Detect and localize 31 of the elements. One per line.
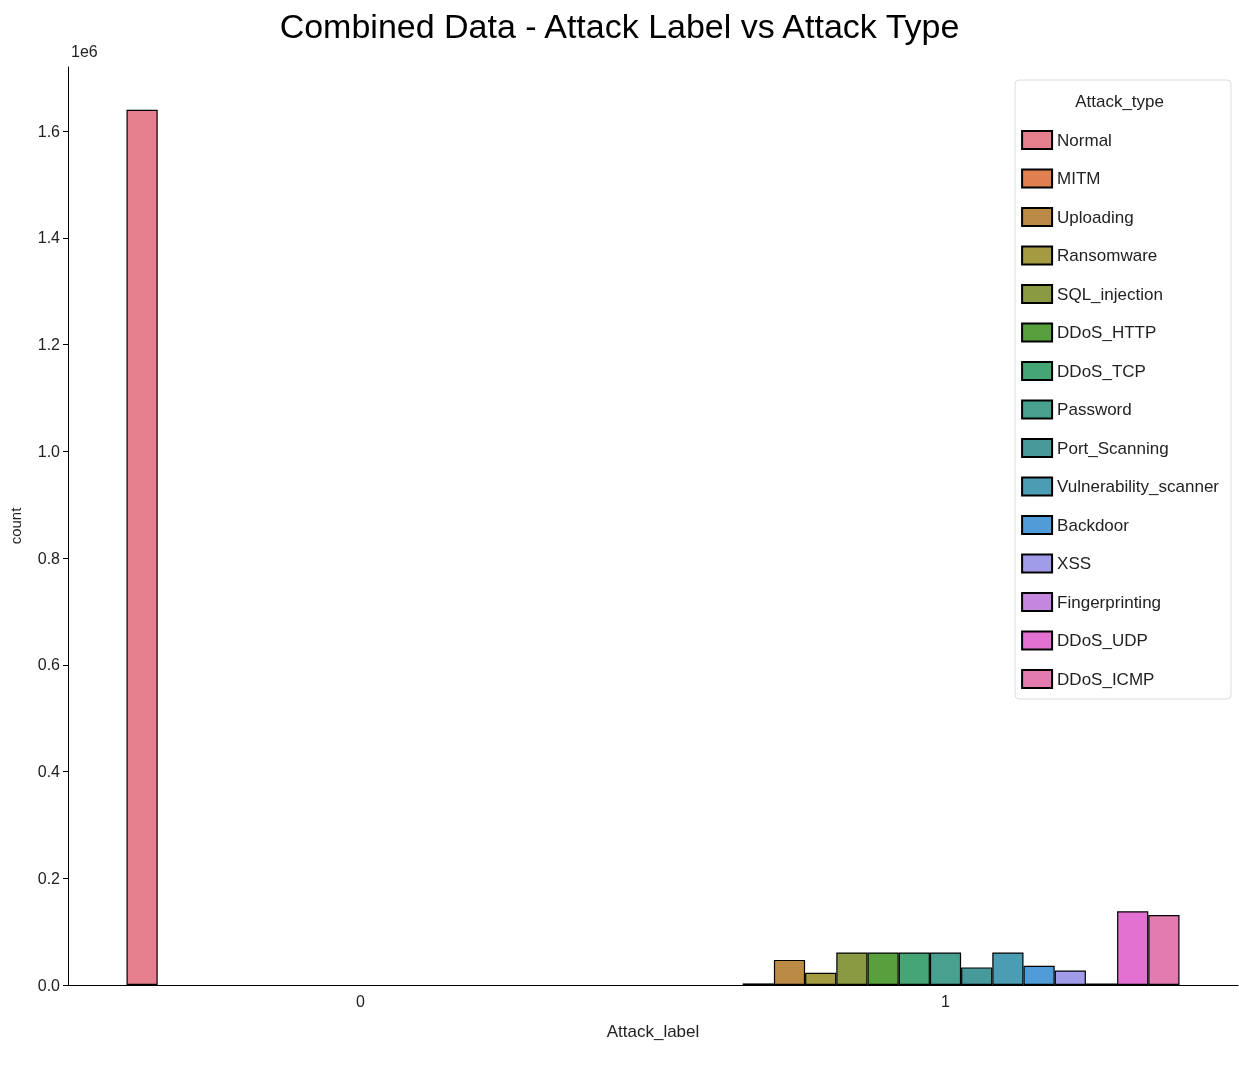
legend-label: DDoS_ICMP	[1057, 669, 1155, 689]
legend-label: DDoS_TCP	[1057, 361, 1146, 381]
y-tick-label: 1.2	[37, 336, 61, 354]
legend-label: SQL_injection	[1057, 284, 1163, 304]
legend-label: Vulnerability_scanner	[1057, 477, 1220, 496]
y-tick-label: 0.4	[37, 763, 61, 781]
legend-label: Backdoor	[1057, 515, 1130, 535]
y-tick-label: 1.6	[37, 122, 61, 140]
y-tick-label: 0.8	[37, 549, 61, 567]
legend-label: Uploading	[1057, 207, 1134, 227]
legend-label: DDoS_HTTP	[1057, 323, 1157, 342]
y-tick-label: 0.2	[37, 869, 61, 887]
legend-label: Normal	[1057, 130, 1112, 150]
legend-label: XSS	[1057, 554, 1092, 573]
x-tick-label: 1	[941, 992, 951, 1010]
legend-label: Fingerprinting	[1057, 592, 1162, 612]
legend-label: DDoS_UDP	[1057, 631, 1148, 650]
y-tick-label: 1.4	[37, 229, 61, 247]
chart-title: Combined Data - Attack Label vs Attack Type	[279, 7, 960, 45]
legend-title: Attack_type	[1075, 92, 1164, 111]
legend-label: Port_Scanning	[1057, 438, 1169, 458]
y-tick-label: 1.0	[37, 442, 61, 460]
y-tick-label: 0.6	[37, 656, 61, 674]
legend-label: MITM	[1057, 169, 1101, 188]
x-tick-label: 0	[356, 992, 366, 1010]
legend-label: Ransomware	[1057, 246, 1158, 265]
text: 1e6	[71, 42, 98, 60]
legend-label: Password	[1057, 400, 1132, 419]
y-tick-label: 0.0	[37, 976, 61, 994]
x-axis-title: Attack_label	[606, 1022, 700, 1041]
y-axis-title: count	[7, 506, 24, 545]
